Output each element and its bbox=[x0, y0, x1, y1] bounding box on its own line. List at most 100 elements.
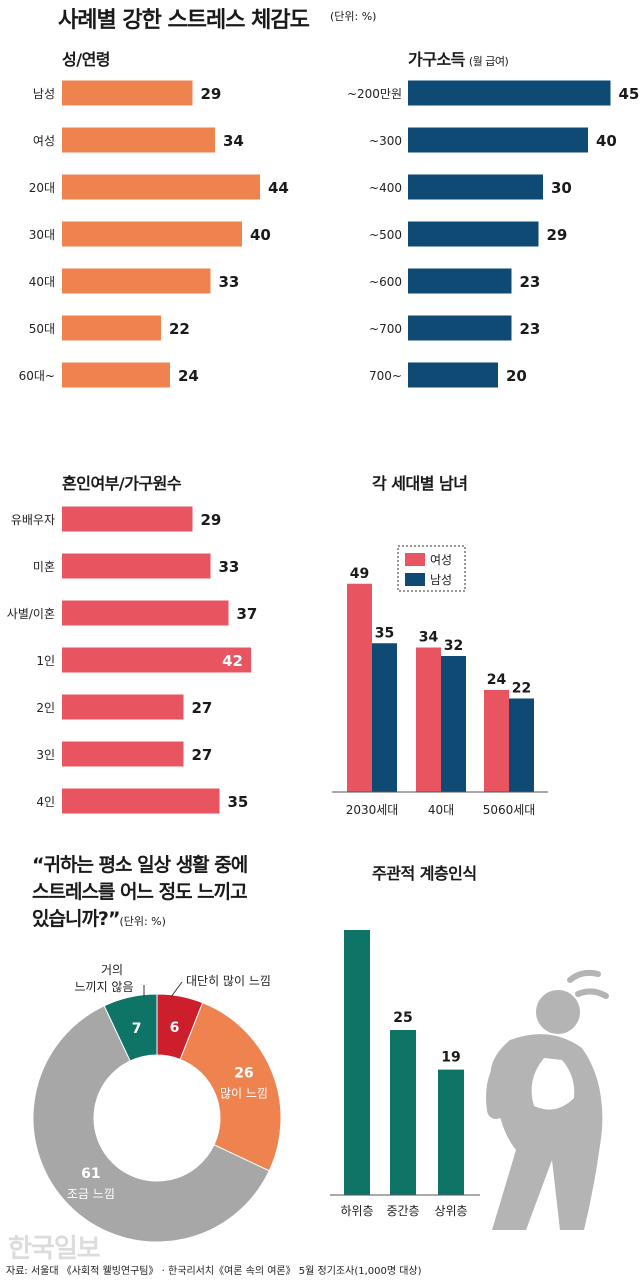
marriage-category-label: 1인 bbox=[36, 654, 55, 668]
donut-question-line-3: 있습니까?” bbox=[32, 908, 120, 930]
class-value-label: 19 bbox=[441, 1050, 460, 1066]
gender-age-bar bbox=[62, 362, 170, 388]
gender-age-value-label: 22 bbox=[169, 320, 190, 338]
class-chart: 48하위층25중간층19상위층 bbox=[330, 930, 609, 1230]
marriage-bar bbox=[62, 600, 229, 626]
income-category-label: ~200만원 bbox=[347, 87, 402, 101]
donut-value-label: 26 bbox=[234, 1066, 253, 1082]
donut-slice-label: 조금 느낌 bbox=[67, 1187, 115, 1201]
income-chart: ~200만원 45 ~300 40 ~400 30 ~500 29 ~600 23 ~700 23 70… bbox=[347, 80, 640, 388]
generation-category-label: 2030세대 bbox=[346, 803, 399, 817]
class-category-label: 중간층 bbox=[386, 1204, 419, 1218]
donut-outer-label: 거의 bbox=[101, 963, 123, 977]
donut-slice-label: 많이 느낌 bbox=[220, 1087, 268, 1101]
gender-age-category-label: 50대 bbox=[29, 322, 55, 336]
generation-category-label: 5060세대 bbox=[483, 803, 536, 817]
income-category-label: ~300 bbox=[369, 134, 402, 148]
income-value-label: 29 bbox=[547, 226, 568, 244]
income-subtitle: (월 급여) bbox=[468, 55, 509, 68]
person-arm-icon bbox=[486, 1041, 529, 1119]
marriage-bar bbox=[62, 694, 184, 720]
marriage-bar bbox=[62, 741, 184, 767]
income-bar bbox=[408, 221, 539, 247]
gender-age-bar bbox=[62, 80, 193, 106]
generation-legend-label: 남성 bbox=[430, 573, 452, 587]
generation-category-label: 40대 bbox=[428, 803, 454, 817]
generation-legend-box bbox=[397, 545, 466, 592]
marriage-value-label: 27 bbox=[192, 746, 213, 764]
gender-age-title: 성/연령 bbox=[62, 50, 111, 69]
generation-value-label: 35 bbox=[375, 625, 394, 641]
class-bar bbox=[438, 1069, 464, 1195]
gender-age-bar bbox=[62, 127, 215, 153]
generation-bar-male bbox=[441, 656, 466, 792]
donut-leader-line bbox=[170, 981, 183, 998]
donut-value-label: 6 bbox=[170, 1020, 180, 1036]
generation-value-label: 24 bbox=[487, 672, 507, 688]
income-value-label: 23 bbox=[520, 273, 541, 291]
class-title: 주관적 계층인식 bbox=[372, 864, 477, 883]
generation-value-label: 34 bbox=[419, 630, 439, 646]
donut-outer-label: 대단히 많이 느낌 bbox=[186, 974, 271, 988]
unit-note: (단위: %) bbox=[330, 10, 377, 23]
income-category-label: ~600 bbox=[369, 275, 402, 289]
page-title: 사례별 강한 스트레스 체감도 bbox=[58, 8, 310, 33]
gender-age-value-label: 24 bbox=[178, 367, 199, 385]
income-value-label: 23 bbox=[520, 320, 541, 338]
marriage-category-label: 사별/이혼 bbox=[7, 607, 55, 621]
marriage-category-label: 2인 bbox=[36, 701, 55, 715]
income-value-label: 30 bbox=[551, 179, 572, 197]
gender-age-value-label: 44 bbox=[268, 179, 289, 197]
generation-title: 각 세대별 남녀 bbox=[372, 474, 468, 493]
income-bar bbox=[408, 268, 512, 294]
income-bar bbox=[408, 315, 512, 341]
gender-age-value-label: 40 bbox=[250, 226, 271, 244]
marriage-value-label: 27 bbox=[192, 699, 213, 717]
gender-age-value-label: 33 bbox=[219, 273, 240, 291]
generation-bar-male bbox=[509, 698, 534, 792]
watermark-logo: 한국일보 bbox=[8, 1234, 101, 1264]
gender-age-category-label: 30대 bbox=[29, 228, 55, 242]
gender-age-category-label: 40대 bbox=[29, 275, 55, 289]
gender-age-bar bbox=[62, 315, 161, 341]
donut-value-label: 61 bbox=[81, 1166, 100, 1182]
class-category-label: 상위층 bbox=[434, 1204, 467, 1218]
donut-outer-label: 느끼지 않음 bbox=[74, 980, 133, 994]
donut-unit: (단위: %) bbox=[119, 915, 166, 928]
marriage-bar bbox=[62, 506, 193, 532]
marriage-chart: 유배우자 29 미혼 33 사별/이혼 37 1인 42 2인 27 3인 27 4인 35 bbox=[7, 506, 258, 814]
gender-age-category-label: 여성 bbox=[33, 134, 55, 148]
generation-legend-swatch bbox=[405, 553, 425, 566]
marriage-value-label: 42 bbox=[222, 652, 243, 670]
marriage-bar bbox=[62, 788, 220, 814]
marriage-value-label: 29 bbox=[201, 511, 222, 529]
sneeze-mark-icon bbox=[567, 969, 601, 983]
income-category-label: ~500 bbox=[369, 228, 402, 242]
person-head-icon bbox=[536, 990, 580, 1034]
class-bar bbox=[344, 930, 370, 1195]
income-category-label: ~400 bbox=[369, 181, 402, 195]
income-value-label: 45 bbox=[619, 85, 640, 103]
marriage-category-label: 4인 bbox=[36, 795, 55, 809]
donut-question-line-1: “귀하는 평소 일상 생활 중에 bbox=[32, 854, 248, 876]
income-category-label: ~700 bbox=[369, 322, 402, 336]
person-body-icon bbox=[490, 1034, 603, 1230]
source-footer: 자료: 서울대 《사회적 웰빙연구팀》 · 한국리서치《여론 속의 여론》 5월… bbox=[6, 1266, 422, 1277]
marriage-category-label: 미혼 bbox=[33, 560, 55, 574]
marriage-title: 혼인여부/가구원수 bbox=[62, 474, 182, 493]
generation-value-label: 32 bbox=[444, 638, 463, 654]
marriage-category-label: 유배우자 bbox=[11, 513, 55, 527]
donut-slice bbox=[32, 1005, 270, 1243]
donut-question: “귀하는 평소 일상 생활 중에 스트레스를 어느 정도 느끼고 있습니까?”(… bbox=[32, 852, 248, 935]
generation-bar-female bbox=[347, 583, 372, 792]
sneeze-mark-icon bbox=[575, 988, 609, 999]
generation-value-label: 22 bbox=[512, 681, 531, 697]
marriage-bar bbox=[62, 553, 211, 579]
marriage-value-label: 37 bbox=[237, 605, 258, 623]
income-bar bbox=[408, 174, 543, 200]
class-bar bbox=[390, 1030, 416, 1195]
gender-age-chart: 남성 29 여성 34 20대 44 30대 40 40대 33 50대 22 60대~ 24 bbox=[19, 80, 289, 388]
marriage-bar bbox=[62, 647, 251, 673]
